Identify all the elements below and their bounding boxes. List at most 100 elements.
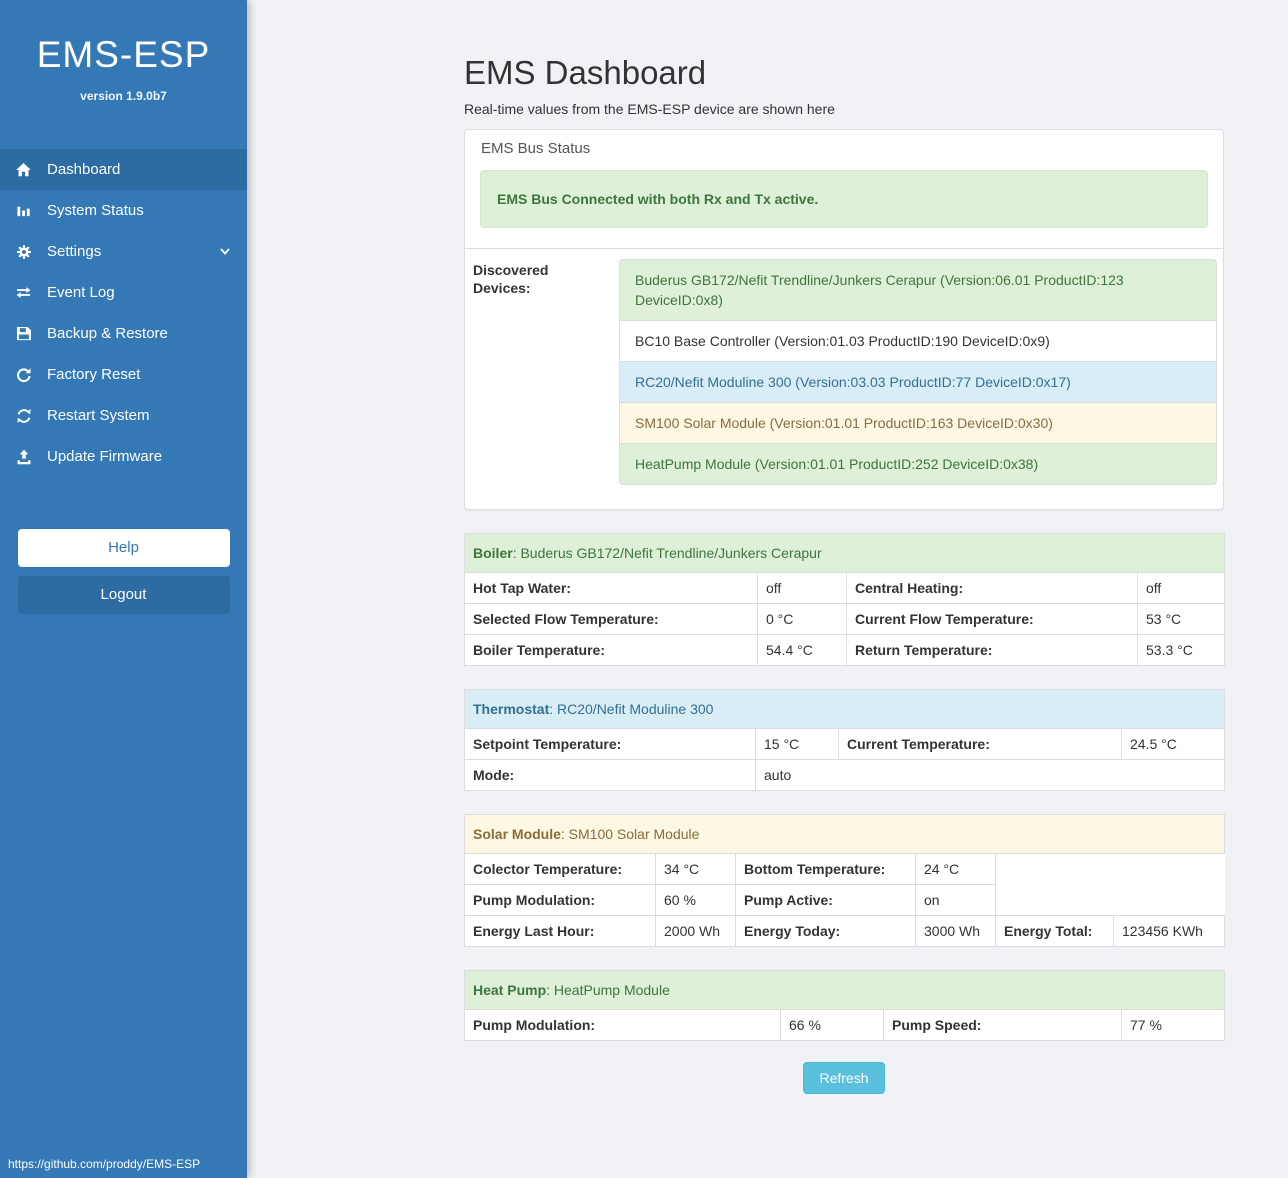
sidebar-item-dashboard[interactable]: Dashboard [0, 149, 247, 190]
field-label: Central Heating: [846, 572, 1138, 604]
sidebar-item-event-log[interactable]: Event Log [0, 272, 247, 313]
solar-header: Solar Module: SM100 Solar Module [463, 814, 1226, 854]
field-value: 77 % [1120, 1009, 1226, 1041]
table-row: Boiler Temperature: 54.4 °C Return Tempe… [464, 634, 1225, 666]
field-label: Energy Last Hour: [464, 915, 656, 947]
field-label: Selected Flow Temperature: [464, 603, 758, 635]
field-label: Pump Modulation: [464, 884, 656, 916]
sidebar-item-settings[interactable]: Settings [0, 231, 247, 272]
sidebar-item-update-firmware[interactable]: Update Firmware [0, 436, 247, 477]
field-label: Return Temperature: [846, 634, 1138, 666]
sidebar-item-label: Update Firmware [47, 448, 163, 465]
sidebar-item-label: Factory Reset [47, 366, 141, 383]
table-row: Energy Last Hour: 2000 Wh Energy Today: … [464, 915, 1226, 947]
device-list: Buderus GB172/Nefit Trendline/Junkers Ce… [619, 259, 1217, 485]
field-value: 0 °C [757, 603, 847, 635]
discovered-devices-row: Discovered Devices: Buderus GB172/Nefit … [465, 248, 1223, 509]
field-label: Boiler Temperature: [464, 634, 758, 666]
app-title: EMS-ESP [36, 34, 211, 75]
device-list-item: HeatPump Module (Version:01.01 ProductID… [619, 443, 1217, 485]
refresh-button[interactable]: Refresh [803, 1062, 885, 1094]
sidebar-item-system-status[interactable]: System Status [0, 190, 247, 231]
field-label: Bottom Temperature: [735, 853, 916, 885]
bus-connected-alert: EMS Bus Connected with both Rx and Tx ac… [480, 170, 1208, 228]
heat-pump-table: Heat Pump: HeatPump Module Pump Modulati… [463, 970, 1226, 1041]
sidebar-item-label: Settings [47, 243, 102, 260]
empty-cell [995, 853, 1225, 916]
field-label: Hot Tap Water: [464, 572, 758, 604]
thermostat-table: Thermostat: RC20/Nefit Moduline 300 Setp… [464, 689, 1225, 791]
field-label: Pump Speed: [883, 1009, 1122, 1041]
field-value: 34 °C [655, 853, 736, 885]
exchange-icon [14, 284, 33, 301]
field-value: 3000 Wh [915, 915, 996, 947]
boiler-table: Boiler: Buderus GB172/Nefit Trendline/Ju… [464, 533, 1225, 666]
sidebar-item-label: Event Log [47, 284, 115, 301]
sidebar: EMS-ESP version 1.9.0b7 Dashboard System… [0, 0, 247, 1178]
github-url: https://github.com/proddy/EMS-ESP [8, 1157, 201, 1171]
field-value: 66 % [780, 1009, 884, 1041]
sidebar-nav: Dashboard System Status [0, 149, 247, 477]
discovered-devices-label: Discovered Devices: [473, 262, 549, 296]
field-value: 123456 KWh [1112, 915, 1226, 947]
sidebar-item-label: Backup & Restore [47, 325, 168, 342]
table-row: Mode: auto [464, 759, 1225, 791]
sidebar-item-backup-restore[interactable]: Backup & Restore [0, 313, 247, 354]
page-title: EMS Dashboard [464, 54, 707, 91]
field-value: 53.3 °C [1137, 634, 1225, 666]
page-subtitle: Real-time values from the EMS-ESP device… [464, 101, 835, 117]
bar-chart-icon [14, 202, 33, 219]
field-value: 24.5 °C [1121, 728, 1225, 760]
boiler-header: Boiler: Buderus GB172/Nefit Trendline/Ju… [464, 533, 1225, 573]
main-content: EMS Dashboard Real-time values from the … [463, 0, 1226, 1154]
field-value: off [757, 572, 847, 604]
device-list-item: BC10 Base Controller (Version:01.03 Prod… [619, 320, 1217, 362]
device-list-item: RC20/Nefit Moduline 300 (Version:03.03 P… [619, 361, 1217, 403]
field-value: on [915, 884, 996, 916]
table-row: Selected Flow Temperature: 0 °C Current … [464, 603, 1225, 635]
brand: EMS-ESP version 1.9.0b7 [0, 0, 247, 103]
sync-icon [14, 407, 33, 424]
field-value: 54.4 °C [757, 634, 847, 666]
sidebar-item-factory-reset[interactable]: Factory Reset [0, 354, 247, 395]
device-list-item: Buderus GB172/Nefit Trendline/Junkers Ce… [619, 259, 1217, 321]
logout-button[interactable]: Logout [17, 576, 230, 614]
sidebar-item-label: Dashboard [47, 161, 121, 178]
field-label: Pump Modulation: [464, 1009, 781, 1041]
home-icon [14, 161, 33, 178]
field-label: Colector Temperature: [464, 853, 656, 885]
sidebar-item-label: System Status [47, 202, 144, 219]
field-label: Current Temperature: [838, 728, 1122, 760]
gear-icon [14, 243, 33, 260]
table-row: Hot Tap Water: off Central Heating: off [464, 572, 1225, 604]
field-value: auto [755, 759, 1225, 791]
table-row: Colector Temperature: 34 °C Bottom Tempe… [464, 853, 1225, 916]
field-value: 2000 Wh [655, 915, 736, 947]
device-list-item: SM100 Solar Module (Version:01.01 Produc… [619, 402, 1217, 444]
field-value: off [1137, 572, 1225, 604]
panel-heading: EMS Bus Status [481, 140, 591, 157]
field-label: Pump Active: [735, 884, 916, 916]
field-value: 24 °C [915, 853, 996, 885]
field-label: Mode: [464, 759, 756, 791]
field-value: 60 % [655, 884, 736, 916]
app-version: version 1.9.0b7 [80, 89, 167, 103]
help-button[interactable]: Help [17, 529, 230, 567]
ems-bus-status-panel: EMS Bus Status EMS Bus Connected with bo… [464, 129, 1224, 510]
sidebar-item-restart-system[interactable]: Restart System [0, 395, 247, 436]
heat-pump-header: Heat Pump: HeatPump Module [463, 970, 1226, 1010]
thermostat-header: Thermostat: RC20/Nefit Moduline 300 [464, 689, 1225, 729]
field-value: 15 °C [755, 728, 839, 760]
table-row: Pump Modulation: 66 % Pump Speed: 77 % [464, 1009, 1226, 1041]
field-label: Energy Total: [995, 915, 1114, 947]
field-label: Setpoint Temperature: [464, 728, 756, 760]
solar-module-table: Solar Module: SM100 Solar Module Colecto… [463, 814, 1226, 947]
sidebar-item-label: Restart System [47, 407, 150, 424]
field-value: 53 °C [1137, 603, 1225, 635]
upload-icon [14, 448, 33, 465]
table-row: Setpoint Temperature: 15 °C Current Temp… [464, 728, 1225, 760]
field-label: Current Flow Temperature: [846, 603, 1138, 635]
repeat-icon [14, 366, 33, 383]
field-label: Energy Today: [735, 915, 916, 947]
chevron-down-icon [219, 244, 231, 261]
